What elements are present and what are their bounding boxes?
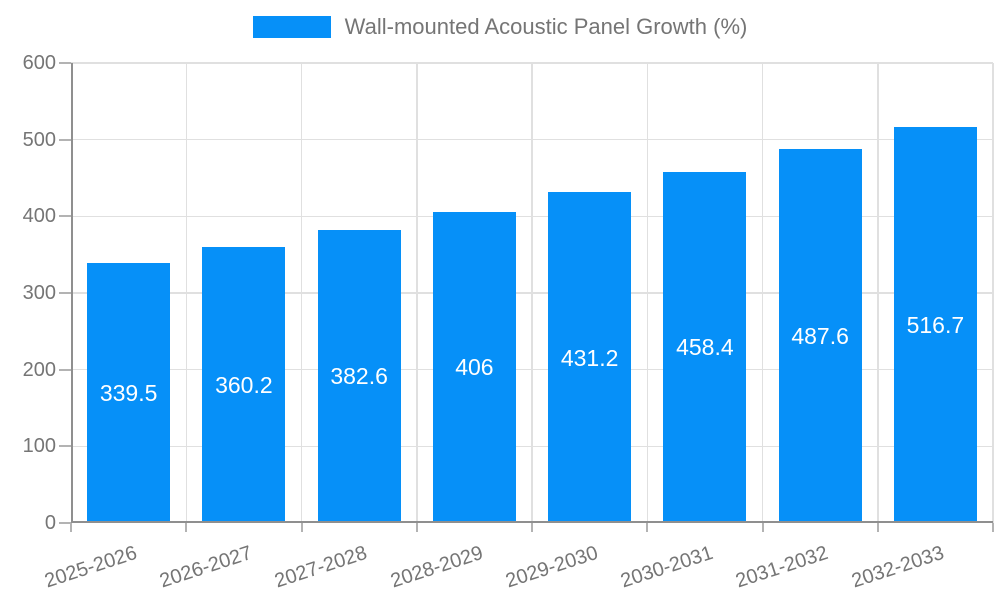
gridline-vertical [416,63,418,523]
x-tick [876,523,879,532]
y-tick-label: 500 [22,128,56,151]
bar-value-label: 487.6 [791,323,849,350]
y-axis-line [71,63,73,523]
y-tick-label: 600 [22,52,56,74]
x-tick [992,523,994,532]
x-tick [646,523,649,532]
y-tick [59,368,71,371]
x-tick-label: 2030-2031 [618,541,716,593]
gridline-vertical [531,63,533,523]
gridline-vertical [646,63,648,523]
x-tick-label: 2032-2033 [848,541,947,593]
legend[interactable]: Wall-mounted Acoustic Panel Growth (%) [0,14,1000,40]
bar-value-label: 382.6 [330,363,388,390]
legend-swatch-icon [252,16,331,38]
y-tick [59,138,71,141]
x-tick [761,523,764,532]
y-tick-label: 200 [22,358,56,381]
bar[interactable] [202,246,286,523]
gridline-vertical [877,63,879,523]
y-tick-label: 300 [22,282,56,304]
bar[interactable] [778,149,862,523]
y-tick [59,62,71,64]
x-tick-label: 2027-2028 [272,541,371,593]
bar[interactable] [548,192,632,523]
bar[interactable] [317,229,401,523]
x-tick-label: 2028-2029 [387,541,486,593]
y-tick-label: 0 [44,512,56,534]
legend-label: Wall-mounted Acoustic Panel Growth (%) [344,14,748,39]
bar-value-label: 339.5 [99,379,158,406]
bar-value-label: 458.4 [676,334,734,361]
y-tick-label: 400 [22,205,56,228]
bar[interactable] [432,211,516,523]
bar[interactable] [87,262,171,523]
x-tick [415,523,418,532]
bar[interactable] [893,126,977,523]
y-tick [59,445,71,448]
gridline-vertical [185,63,187,523]
y-tick-label: 100 [22,435,56,458]
x-axis-line [71,521,993,523]
bar-value-label: 431.2 [560,344,619,371]
x-tick-label: 2026-2027 [157,541,255,593]
x-tick-label: 2031-2032 [733,541,832,593]
y-tick [59,522,71,524]
x-tick [300,523,303,532]
x-tick [531,523,533,532]
bar-value-label: 360.2 [215,371,273,398]
bar-value-label: 516.7 [906,311,965,338]
gridline-vertical [761,63,764,523]
x-tick-label: 2025-2026 [41,541,140,593]
gridline-vertical [300,63,303,523]
bar[interactable] [663,171,747,523]
x-tick-label: 2029-2030 [502,541,601,593]
bar-value-label: 406 [455,354,494,381]
x-tick [70,523,72,532]
y-tick [59,292,71,294]
gridline-vertical [992,63,994,523]
x-tick [185,523,188,532]
y-tick [59,215,71,218]
